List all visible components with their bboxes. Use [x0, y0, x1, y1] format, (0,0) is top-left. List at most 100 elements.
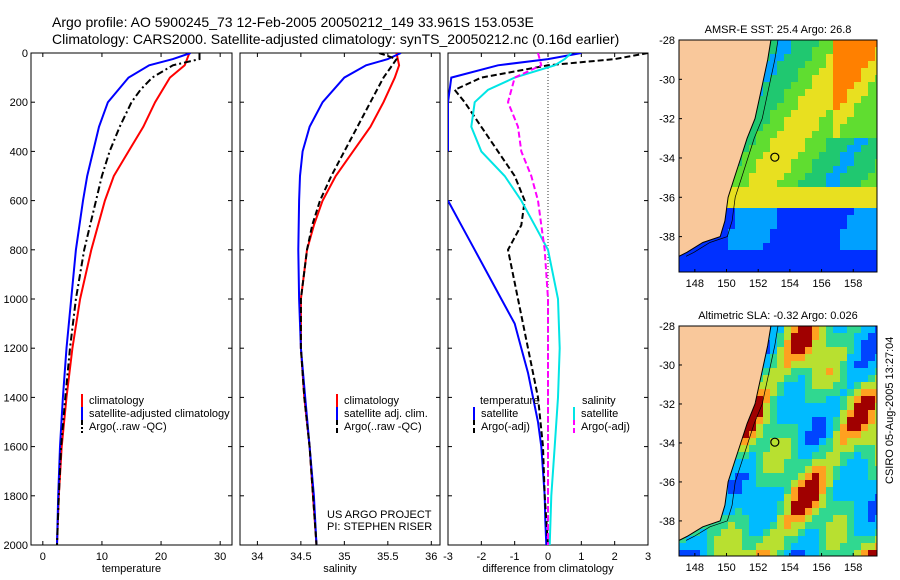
x-tick-label: 3 — [645, 551, 651, 563]
argo-float-marker — [770, 437, 780, 447]
x-tick-label: 150 — [717, 278, 735, 290]
plot-frame — [30, 52, 233, 546]
series-line-salinity-argo-adj- — [506, 53, 549, 545]
x-tick-label: 0 — [40, 551, 46, 563]
x-tick-label: 30 — [214, 551, 226, 563]
legend-heading-salinity: salinity — [582, 395, 616, 407]
y-tick-label: -34 — [659, 153, 675, 165]
series-line-satellite-adjusted-climatology — [56, 53, 191, 545]
x-tick-label: 34.5 — [290, 551, 311, 563]
shelf-contour — [685, 40, 779, 257]
y-tick-label: 1800 — [4, 491, 28, 503]
y-tick-label: -28 — [659, 35, 675, 47]
series-line-temperature-satellite — [448, 53, 582, 152]
legend-label-sal-argo: Argo(-adj) — [581, 421, 630, 433]
sla-map-panel: 148 150 152 154 156 158 -28 -30 -32 -34 -36 -38 — [659, 321, 878, 574]
legend-label-temp-satellite: satellite — [481, 408, 518, 420]
salinity-legend: climatology satellite adj. clim. Argo(..… — [327, 394, 432, 533]
x-tick-label: 34 — [251, 551, 263, 563]
x-tick-label: 2 — [612, 551, 618, 563]
x-tick-label: 152 — [749, 562, 767, 574]
x-axis-label: difference from climatology — [482, 563, 614, 575]
legend-label-argo: Argo(..raw -QC) — [89, 421, 167, 433]
x-tick-label: -3 — [443, 551, 453, 563]
legend-label-climatology: climatology — [344, 395, 400, 407]
profile-panel-3: -3 -2 -1 0 1 2 3 difference from climatology — [443, 52, 651, 575]
shelf-contour — [685, 326, 779, 541]
difference-legend: temperature satellite Argo(-adj) salinit… — [473, 395, 630, 433]
x-tick-label: 158 — [844, 278, 862, 290]
y-tick-label: -36 — [659, 192, 675, 204]
x-tick-label: 20 — [155, 551, 167, 563]
sla-field — [679, 326, 877, 556]
y-tick-label: 600 — [10, 196, 28, 208]
y-tick-label: -32 — [659, 114, 675, 126]
x-tick-label: 158 — [844, 562, 862, 574]
legend-label-sal-satellite: satellite — [581, 408, 618, 420]
profile-panel-2: 34 34.5 35 35.5 36 salinity — [239, 52, 441, 575]
profile-panel-1: 0 10 20 30 0 200 400 600 800 1000 1200 1400 1600 1800… — [4, 48, 233, 575]
y-tick-label: -30 — [659, 360, 675, 372]
plot-frame — [239, 52, 441, 546]
x-tick-label: 148 — [686, 562, 704, 574]
x-tick-label: 150 — [717, 562, 735, 574]
legend-label-argo: Argo(..raw -QC) — [344, 421, 422, 433]
profile-title: Argo profile: AO 5900245_73 12-Feb-2005 … — [52, 14, 534, 30]
y-tick-label: 200 — [10, 97, 28, 109]
series-line-argo-raw-qc- — [299, 53, 399, 545]
legend-label-climatology: climatology — [89, 395, 145, 407]
x-tick-label: 156 — [812, 278, 830, 290]
x-tick-label: -2 — [476, 551, 486, 563]
x-tick-label: -1 — [510, 551, 520, 563]
land-mass — [679, 40, 772, 257]
x-axis-label: salinity — [323, 563, 357, 575]
x-tick-label: 0 — [545, 551, 551, 563]
y-tick-label: -32 — [659, 399, 675, 411]
y-tick-label: 1200 — [4, 343, 28, 355]
project-note-line2: PI: STEPHEN RISER — [327, 521, 432, 533]
series-line-argo-raw-qc- — [56, 53, 201, 545]
y-tick-label: -34 — [659, 438, 675, 450]
y-tick-label: 1000 — [4, 294, 28, 306]
climatology-subtitle: Climatology: CARS2000. Satellite-adjuste… — [52, 31, 620, 47]
land-mass — [679, 326, 772, 541]
map-frame — [678, 39, 878, 273]
series-line-satellite-adj-clim- — [297, 53, 402, 545]
x-tick-label: 152 — [749, 278, 767, 290]
y-tick-label: 1600 — [4, 442, 28, 454]
x-tick-label: 36 — [425, 551, 437, 563]
legend-heading-temperature: temperature — [480, 395, 539, 407]
x-tick-label: 35 — [338, 551, 350, 563]
x-tick-label: 1 — [578, 551, 584, 563]
x-axis-label: temperature — [102, 563, 161, 575]
y-tick-label: -38 — [659, 232, 675, 244]
sst-map-title: AMSR-E SST: 25.4 Argo: 26.8 — [705, 24, 852, 36]
sla-map-title: Altimetric SLA: -0.32 Argo: 0.026 — [698, 310, 858, 322]
x-tick-label: 154 — [781, 278, 799, 290]
x-tick-label: 10 — [96, 551, 108, 563]
sst-field — [679, 40, 877, 272]
y-tick-label: -30 — [659, 74, 675, 86]
y-tick-label: -28 — [659, 321, 675, 333]
y-tick-label: 400 — [10, 146, 28, 158]
sst-map-panel: 148 150 152 154 156 158 -28 -30 -32 -34 -36 -38 — [659, 35, 878, 290]
x-tick-label: 154 — [781, 562, 799, 574]
x-tick-label: 156 — [812, 562, 830, 574]
x-tick-label: 35.5 — [377, 551, 398, 563]
legend-label-satellite: satellite-adjusted climatology — [89, 408, 230, 420]
x-tick-label: 148 — [686, 278, 704, 290]
temperature-legend: climatology satellite-adjusted climatolo… — [81, 394, 230, 433]
y-tick-label: 2000 — [4, 540, 28, 552]
legend-label-temp-argo: Argo(-adj) — [481, 421, 530, 433]
y-tick-label: -36 — [659, 477, 675, 489]
y-tick-label: 0 — [22, 48, 28, 60]
argo-float-marker — [770, 152, 780, 162]
y-tick-label: 1400 — [4, 392, 28, 404]
csiro-timestamp-label: CSIRO 05-Aug-2005 13:27:04 — [884, 337, 896, 484]
map-frame — [678, 325, 878, 557]
series-line-salinity-satellite — [470, 53, 572, 545]
series-line-temperature-argo-adj- — [453, 53, 648, 545]
y-tick-label: -38 — [659, 516, 675, 528]
legend-label-satellite: satellite adj. clim. — [344, 408, 428, 420]
